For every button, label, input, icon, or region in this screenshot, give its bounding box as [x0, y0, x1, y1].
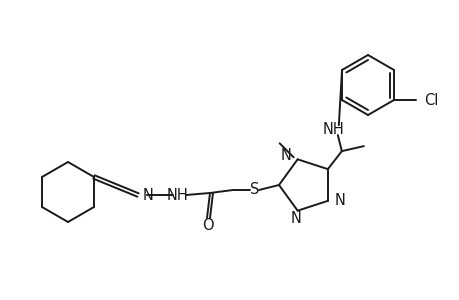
- Text: O: O: [202, 218, 213, 233]
- Text: NH: NH: [322, 122, 344, 136]
- Text: N: N: [290, 211, 301, 226]
- Text: NH: NH: [167, 188, 189, 202]
- Text: N: N: [280, 148, 291, 163]
- Text: Cl: Cl: [423, 92, 437, 107]
- Text: N: N: [334, 194, 345, 208]
- Text: N: N: [143, 188, 154, 202]
- Text: S: S: [250, 182, 259, 197]
